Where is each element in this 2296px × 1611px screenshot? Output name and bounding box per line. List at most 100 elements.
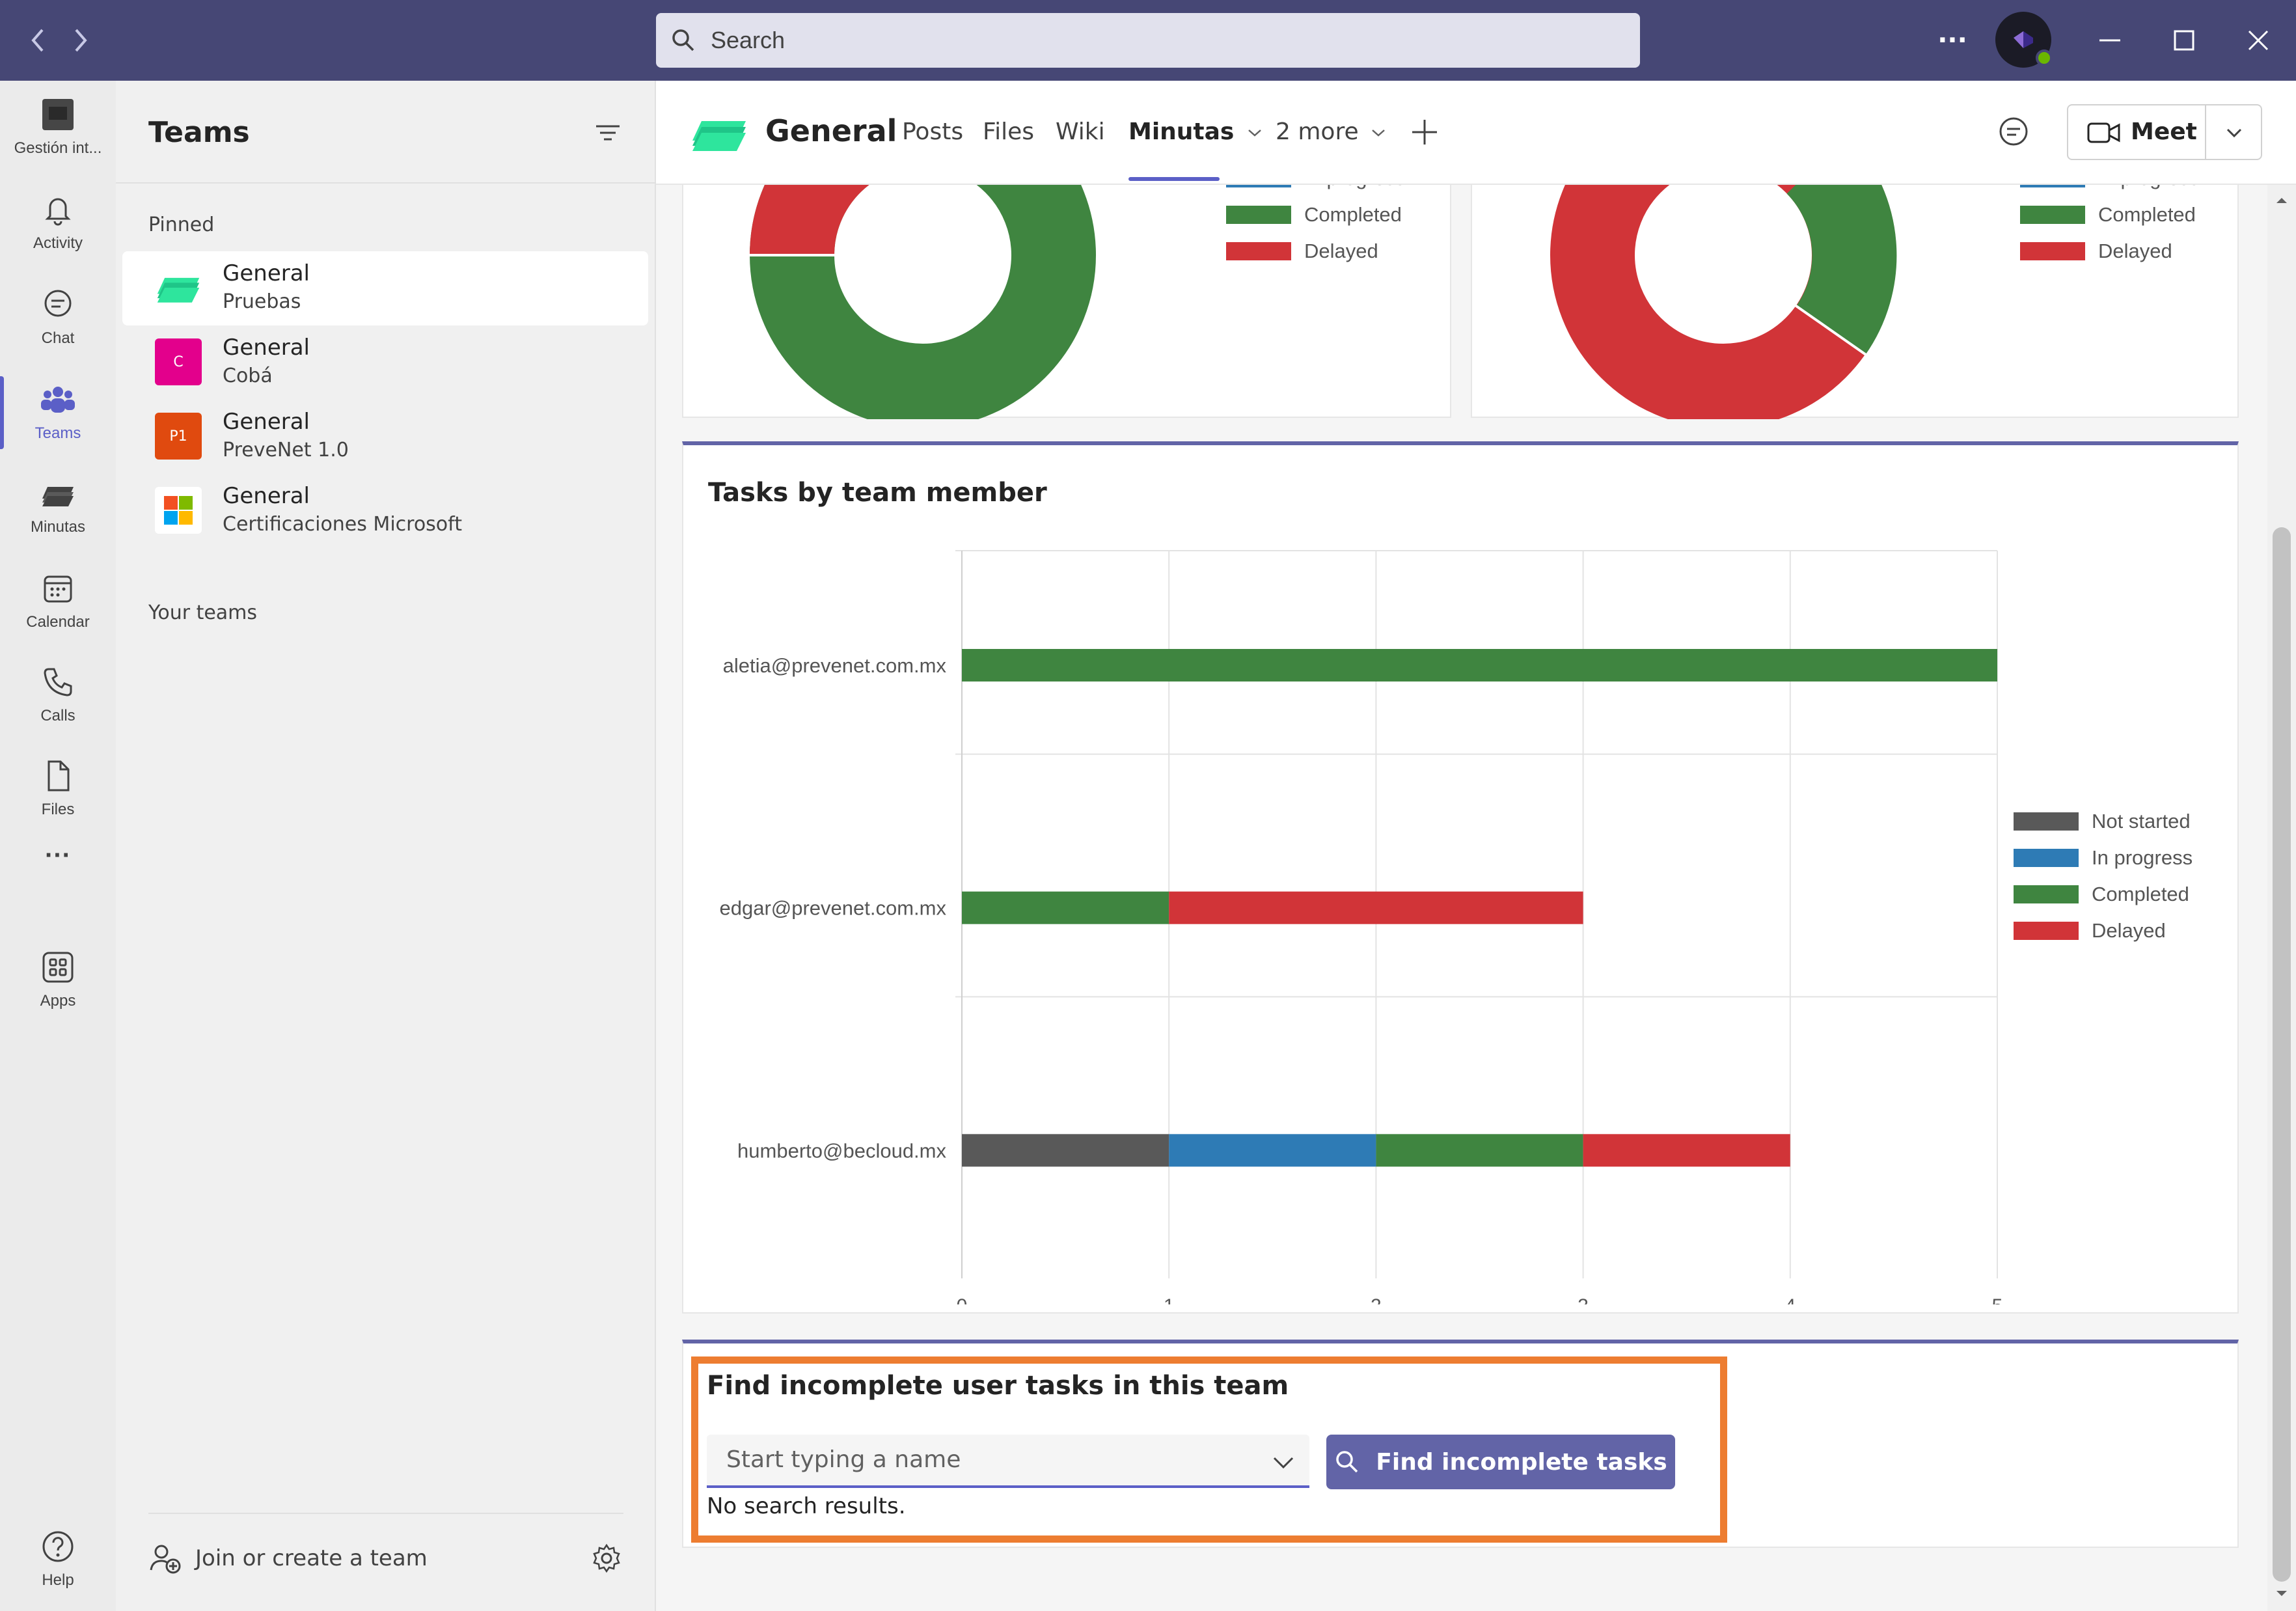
rail-item-chat[interactable]: Chat bbox=[0, 271, 116, 365]
teams-panel: Teams Pinned General Pruebas C General C… bbox=[116, 81, 656, 1611]
tab-more[interactable]: 2 more bbox=[1276, 118, 1387, 145]
x-tick-label: 1 bbox=[1164, 1295, 1175, 1304]
legend-delayed: Delayed bbox=[2020, 240, 2172, 263]
minutas-icon bbox=[42, 487, 74, 506]
panel-header-divider bbox=[116, 182, 656, 184]
bar-segment bbox=[1376, 1134, 1583, 1167]
y-category-label: humberto@becloud.mx bbox=[737, 1139, 946, 1162]
minutas-content: In progress Completed Delayed In progres… bbox=[656, 185, 2296, 1611]
find-incomplete-tasks-button[interactable]: Find incomplete tasks bbox=[1326, 1435, 1675, 1489]
minutas-team-logo-icon bbox=[155, 264, 202, 311]
conversation-icon[interactable] bbox=[1995, 115, 2034, 154]
video-camera-icon bbox=[2087, 122, 2120, 143]
add-people-icon bbox=[150, 1545, 181, 1574]
settings-gear-icon[interactable] bbox=[591, 1543, 623, 1575]
filter-icon[interactable] bbox=[594, 120, 626, 152]
bar-segment bbox=[1583, 1134, 1790, 1167]
search-bar[interactable]: Search bbox=[656, 13, 1640, 68]
tasks-by-member-chart: 0 1 2 3 4 5 aletia@prevenet.com.mx edgar@preven… bbox=[719, 550, 2002, 1304]
bar-segment bbox=[962, 1134, 1169, 1167]
tasks-by-member-card: Tasks by team member 0 1 2 3 4 5 aletia@preven… bbox=[682, 441, 2239, 1314]
legend-completed: Completed bbox=[2014, 883, 2189, 906]
rail-item-calls[interactable]: Calls bbox=[0, 648, 116, 742]
status-donut-chart-2 bbox=[1550, 185, 1897, 419]
find-section-title: Find incomplete user tasks in this team bbox=[707, 1371, 1289, 1401]
legend-in-progress: In progress bbox=[2020, 185, 2199, 190]
phone-icon bbox=[44, 668, 72, 696]
rail-item-files[interactable]: Files bbox=[0, 742, 116, 836]
avatar[interactable] bbox=[1995, 12, 2053, 68]
meet-button[interactable]: Meet bbox=[2067, 104, 2262, 160]
status-available-icon bbox=[2036, 49, 2053, 66]
legend-delayed: Delayed bbox=[2014, 919, 2166, 943]
bar-segment bbox=[1169, 891, 1583, 924]
channel-title: General bbox=[765, 113, 897, 148]
pinned-label: Pinned bbox=[148, 213, 215, 236]
legend-in-progress: In progress bbox=[2014, 846, 2193, 870]
donut-segment-completed bbox=[1786, 185, 1897, 355]
bar-segment bbox=[1169, 1134, 1376, 1167]
x-tick-label: 4 bbox=[1784, 1295, 1796, 1304]
back-arrow-icon[interactable] bbox=[20, 22, 56, 59]
legend-completed: Completed bbox=[2020, 203, 2196, 227]
active-tab-indicator bbox=[1128, 177, 1220, 181]
chat-icon bbox=[44, 290, 72, 317]
chevron-down-icon[interactable] bbox=[2224, 125, 2244, 141]
rail-item-calendar[interactable]: Calendar bbox=[0, 555, 116, 648]
add-tab-icon[interactable] bbox=[1408, 116, 1445, 152]
rail-item-help[interactable]: Help bbox=[0, 1513, 116, 1606]
chart-title: Tasks by team member bbox=[708, 478, 1047, 508]
calendar-icon bbox=[44, 575, 72, 603]
search-placeholder: Search bbox=[711, 27, 786, 53]
teams-icon bbox=[41, 387, 75, 413]
team-item-coba[interactable]: C General Cobá bbox=[122, 325, 648, 400]
scrollbar-thumb[interactable] bbox=[2273, 527, 2291, 1582]
rail-item-activity[interactable]: Activity bbox=[0, 176, 116, 269]
team-avatar: P1 bbox=[155, 413, 202, 460]
team-item-certificaciones[interactable]: General Certificaciones Microsoft bbox=[122, 474, 648, 548]
tab-posts[interactable]: Posts bbox=[902, 118, 964, 145]
x-tick-label: 3 bbox=[1578, 1295, 1589, 1304]
minimize-icon[interactable] bbox=[2085, 16, 2135, 65]
chevron-down-icon[interactable] bbox=[1270, 1453, 1296, 1472]
search-icon bbox=[672, 29, 694, 51]
app-rail: Gestión int... Activity Chat Teams Minut… bbox=[0, 81, 116, 1611]
close-icon[interactable] bbox=[2234, 16, 2283, 65]
panel-footer-divider bbox=[148, 1513, 623, 1514]
bell-icon bbox=[45, 198, 71, 226]
rail-item-gestion[interactable]: Gestión int... bbox=[0, 81, 116, 174]
teams-panel-title: Teams bbox=[148, 116, 250, 149]
y-category-label: aletia@prevenet.com.mx bbox=[723, 654, 947, 677]
legend-delayed: Delayed bbox=[1226, 240, 1378, 263]
more-options-icon[interactable]: ··· bbox=[1937, 25, 1967, 55]
chevron-down-icon bbox=[1248, 130, 1261, 137]
your-teams-label: Your teams bbox=[148, 601, 258, 624]
name-search-placeholder: Start typing a name bbox=[726, 1446, 961, 1473]
tab-files[interactable]: Files bbox=[983, 118, 1034, 145]
tab-minutas[interactable]: Minutas bbox=[1128, 118, 1263, 145]
donut-segment-separator bbox=[1793, 303, 1869, 357]
channel-header: General Posts Files Wiki Minutas 2 more … bbox=[656, 81, 2296, 185]
bar-segment bbox=[962, 649, 1997, 682]
rail-more-apps[interactable]: ··· bbox=[45, 840, 71, 870]
team-item-prevenet[interactable]: P1 General PreveNet 1.0 bbox=[122, 400, 648, 474]
forward-arrow-icon[interactable] bbox=[62, 22, 99, 59]
team-item-pruebas[interactable]: General Pruebas bbox=[122, 251, 648, 325]
legend-not-started: Not started bbox=[2014, 810, 2191, 833]
scroll-up-arrow-icon[interactable] bbox=[2267, 190, 2296, 210]
minutas-channel-logo-icon bbox=[690, 111, 748, 159]
team-avatar: C bbox=[155, 338, 202, 385]
rail-item-apps[interactable]: Apps bbox=[0, 933, 116, 1027]
rail-item-teams[interactable]: Teams bbox=[0, 366, 116, 460]
scroll-down-arrow-icon[interactable] bbox=[2267, 1584, 2296, 1604]
title-bar: Search ··· bbox=[0, 0, 2296, 81]
x-tick-label: 0 bbox=[957, 1295, 968, 1304]
join-create-team-button[interactable]: Join or create a team bbox=[148, 1541, 428, 1575]
maximize-icon[interactable] bbox=[2159, 16, 2209, 65]
rail-item-minutas[interactable]: Minutas bbox=[0, 460, 116, 553]
tab-wiki[interactable]: Wiki bbox=[1056, 118, 1105, 145]
status-donut-chart-1 bbox=[750, 185, 1096, 419]
file-icon bbox=[48, 760, 70, 792]
legend-completed: Completed bbox=[1226, 203, 1402, 227]
name-search-combobox[interactable]: Start typing a name bbox=[707, 1435, 1309, 1488]
